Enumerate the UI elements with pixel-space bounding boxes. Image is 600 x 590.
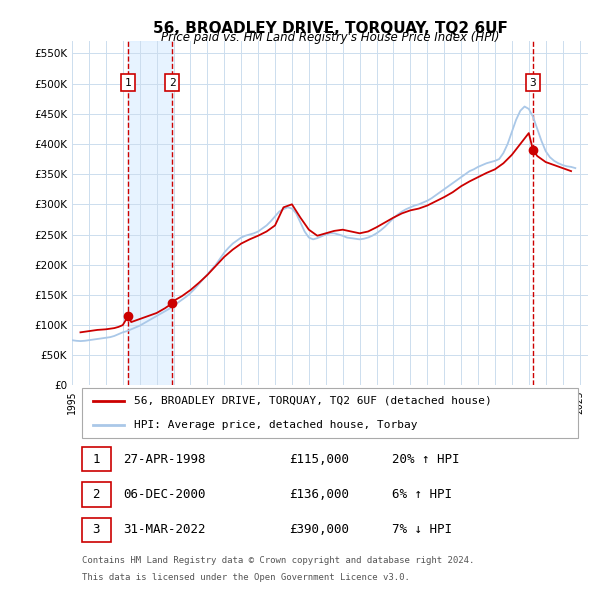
Text: 56, BROADLEY DRIVE, TORQUAY, TQ2 6UF (detached house): 56, BROADLEY DRIVE, TORQUAY, TQ2 6UF (de… bbox=[134, 396, 491, 406]
Text: 27-APR-1998: 27-APR-1998 bbox=[124, 453, 206, 466]
Text: Contains HM Land Registry data © Crown copyright and database right 2024.: Contains HM Land Registry data © Crown c… bbox=[82, 556, 475, 565]
Text: £390,000: £390,000 bbox=[289, 523, 349, 536]
FancyBboxPatch shape bbox=[82, 388, 578, 438]
Text: 06-DEC-2000: 06-DEC-2000 bbox=[124, 488, 206, 501]
Text: 2: 2 bbox=[92, 488, 100, 501]
FancyBboxPatch shape bbox=[82, 517, 110, 542]
Text: 1: 1 bbox=[125, 78, 131, 87]
FancyBboxPatch shape bbox=[82, 447, 110, 471]
Text: Price paid vs. HM Land Registry's House Price Index (HPI): Price paid vs. HM Land Registry's House … bbox=[161, 31, 499, 44]
Text: 7% ↓ HPI: 7% ↓ HPI bbox=[392, 523, 452, 536]
Text: £136,000: £136,000 bbox=[289, 488, 349, 501]
Text: HPI: Average price, detached house, Torbay: HPI: Average price, detached house, Torb… bbox=[134, 420, 418, 430]
Text: 3: 3 bbox=[92, 523, 100, 536]
Text: This data is licensed under the Open Government Licence v3.0.: This data is licensed under the Open Gov… bbox=[82, 573, 410, 582]
Text: 56, BROADLEY DRIVE, TORQUAY, TQ2 6UF: 56, BROADLEY DRIVE, TORQUAY, TQ2 6UF bbox=[152, 21, 508, 35]
Text: 6% ↑ HPI: 6% ↑ HPI bbox=[392, 488, 452, 501]
Text: 1: 1 bbox=[92, 453, 100, 466]
Text: 2: 2 bbox=[169, 78, 176, 87]
FancyBboxPatch shape bbox=[82, 483, 110, 507]
Text: 20% ↑ HPI: 20% ↑ HPI bbox=[392, 453, 460, 466]
Bar bbox=[128, 41, 172, 385]
Text: 31-MAR-2022: 31-MAR-2022 bbox=[124, 523, 206, 536]
Text: £115,000: £115,000 bbox=[289, 453, 349, 466]
Text: 3: 3 bbox=[530, 78, 536, 87]
